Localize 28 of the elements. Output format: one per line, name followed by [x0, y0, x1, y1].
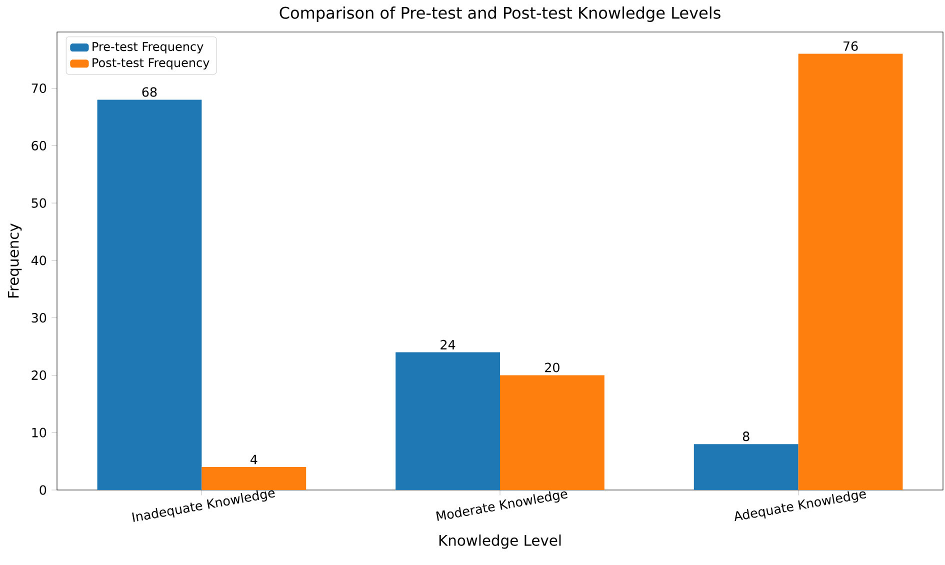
data-label: 20: [545, 362, 560, 372]
x-tick-label: Inadequate Knowledge: [132, 490, 275, 522]
bar: [202, 467, 306, 490]
x-axis-title: Knowledge Level: [439, 534, 561, 549]
data-label: 24: [440, 340, 456, 350]
legend-label: Post-test Frequency: [92, 58, 210, 70]
bar: [798, 54, 903, 490]
y-axis-title: Frequency: [8, 224, 22, 298]
y-tick-label: 0: [40, 485, 46, 495]
data-label: 8: [742, 432, 750, 442]
x-tick-label: Moderate Knowledge: [436, 491, 568, 521]
bar: [97, 100, 202, 490]
bar: [396, 352, 500, 490]
y-tick-label: 70: [32, 83, 46, 94]
y-tick-label: 50: [32, 198, 46, 208]
y-tick-label: 40: [31, 256, 46, 266]
data-label: 68: [142, 87, 157, 97]
data-label: 76: [844, 41, 858, 51]
legend-label: Pre-test Frequency: [92, 42, 204, 54]
bar: [694, 444, 798, 490]
bar: [500, 375, 604, 490]
y-tick-label: 60: [32, 140, 46, 150]
y-tick-label: 30: [32, 313, 46, 323]
x-tick-label: Adequate Knowledge: [734, 491, 866, 522]
chart-title: Comparison of Pre-test and Post-test Knowledge Levels: [280, 6, 720, 22]
y-tick-label: 10: [32, 428, 46, 438]
y-tick-label: 20: [32, 370, 46, 380]
data-label: 4: [250, 454, 258, 464]
